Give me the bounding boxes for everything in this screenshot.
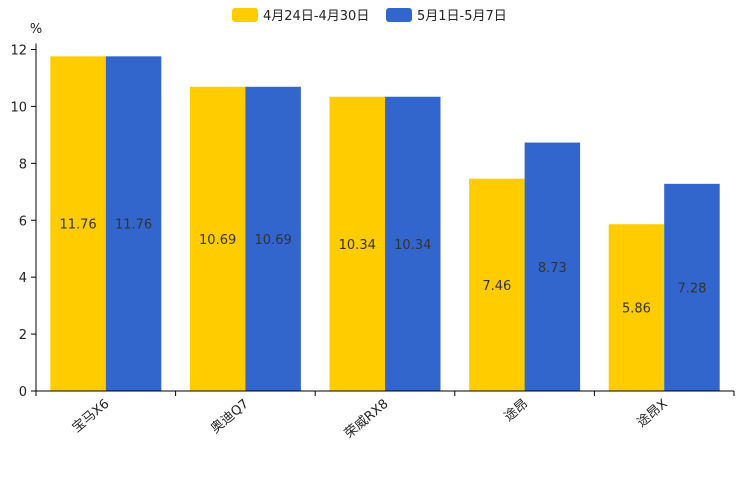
bar-data-label: 10.34 [394,238,431,253]
bar-data-label: 11.76 [59,218,96,233]
x-tick-label: 途昂X [634,396,671,431]
legend-label: 4月24日-4月30日 [263,9,369,24]
bar-data-label: 7.46 [482,279,511,294]
bar [608,224,665,391]
bar-data-label: 10.69 [255,233,292,248]
y-tick-label: 2 [19,328,27,343]
y-tick-label: 6 [19,214,27,229]
legend-label: 5月1日-5月7日 [417,9,507,24]
legend-swatch [232,8,258,22]
y-tick-label: 0 [19,385,27,400]
bar-data-label: 7.28 [677,281,706,296]
bar [524,142,581,391]
bar [329,96,385,391]
bar-data-label: 5.86 [622,302,651,317]
bar [664,183,720,391]
bar [469,178,525,391]
bars: 11.76 11.76 10.69 10.69 10.34 10.34 7.46 8.73 5.… [50,56,720,392]
bar-data-label: 11.76 [115,218,152,233]
bar [385,96,441,391]
x-axis: 宝马X6 奥迪Q7 荣威RX8 途昂 途昂X [35,390,735,442]
x-tick-label: 奥迪Q7 [208,397,252,437]
bar [50,56,106,392]
bar-data-label: 10.69 [199,233,236,248]
legend: 4月24日-4月30日 5月1日-5月7日 [232,8,507,24]
legend-swatch [386,8,412,22]
bar-data-label: 10.34 [339,238,376,253]
x-tick-label: 途昂 [501,396,531,425]
y-tick-label: 10 [10,100,27,115]
y-tick-label: 4 [19,271,27,286]
bar-data-label: 8.73 [538,261,567,276]
bar [105,56,162,392]
bar [189,86,246,391]
y-tick-label: 8 [19,157,27,172]
y-axis-unit-label: % [30,22,42,37]
y-tick-label: 12 [10,44,27,59]
y-axis: 0 2 4 6 8 10 12 [10,43,37,400]
x-tick-label: 宝马X6 [70,397,113,436]
bar [245,86,301,391]
x-tick-label: 荣威RX8 [342,397,392,442]
